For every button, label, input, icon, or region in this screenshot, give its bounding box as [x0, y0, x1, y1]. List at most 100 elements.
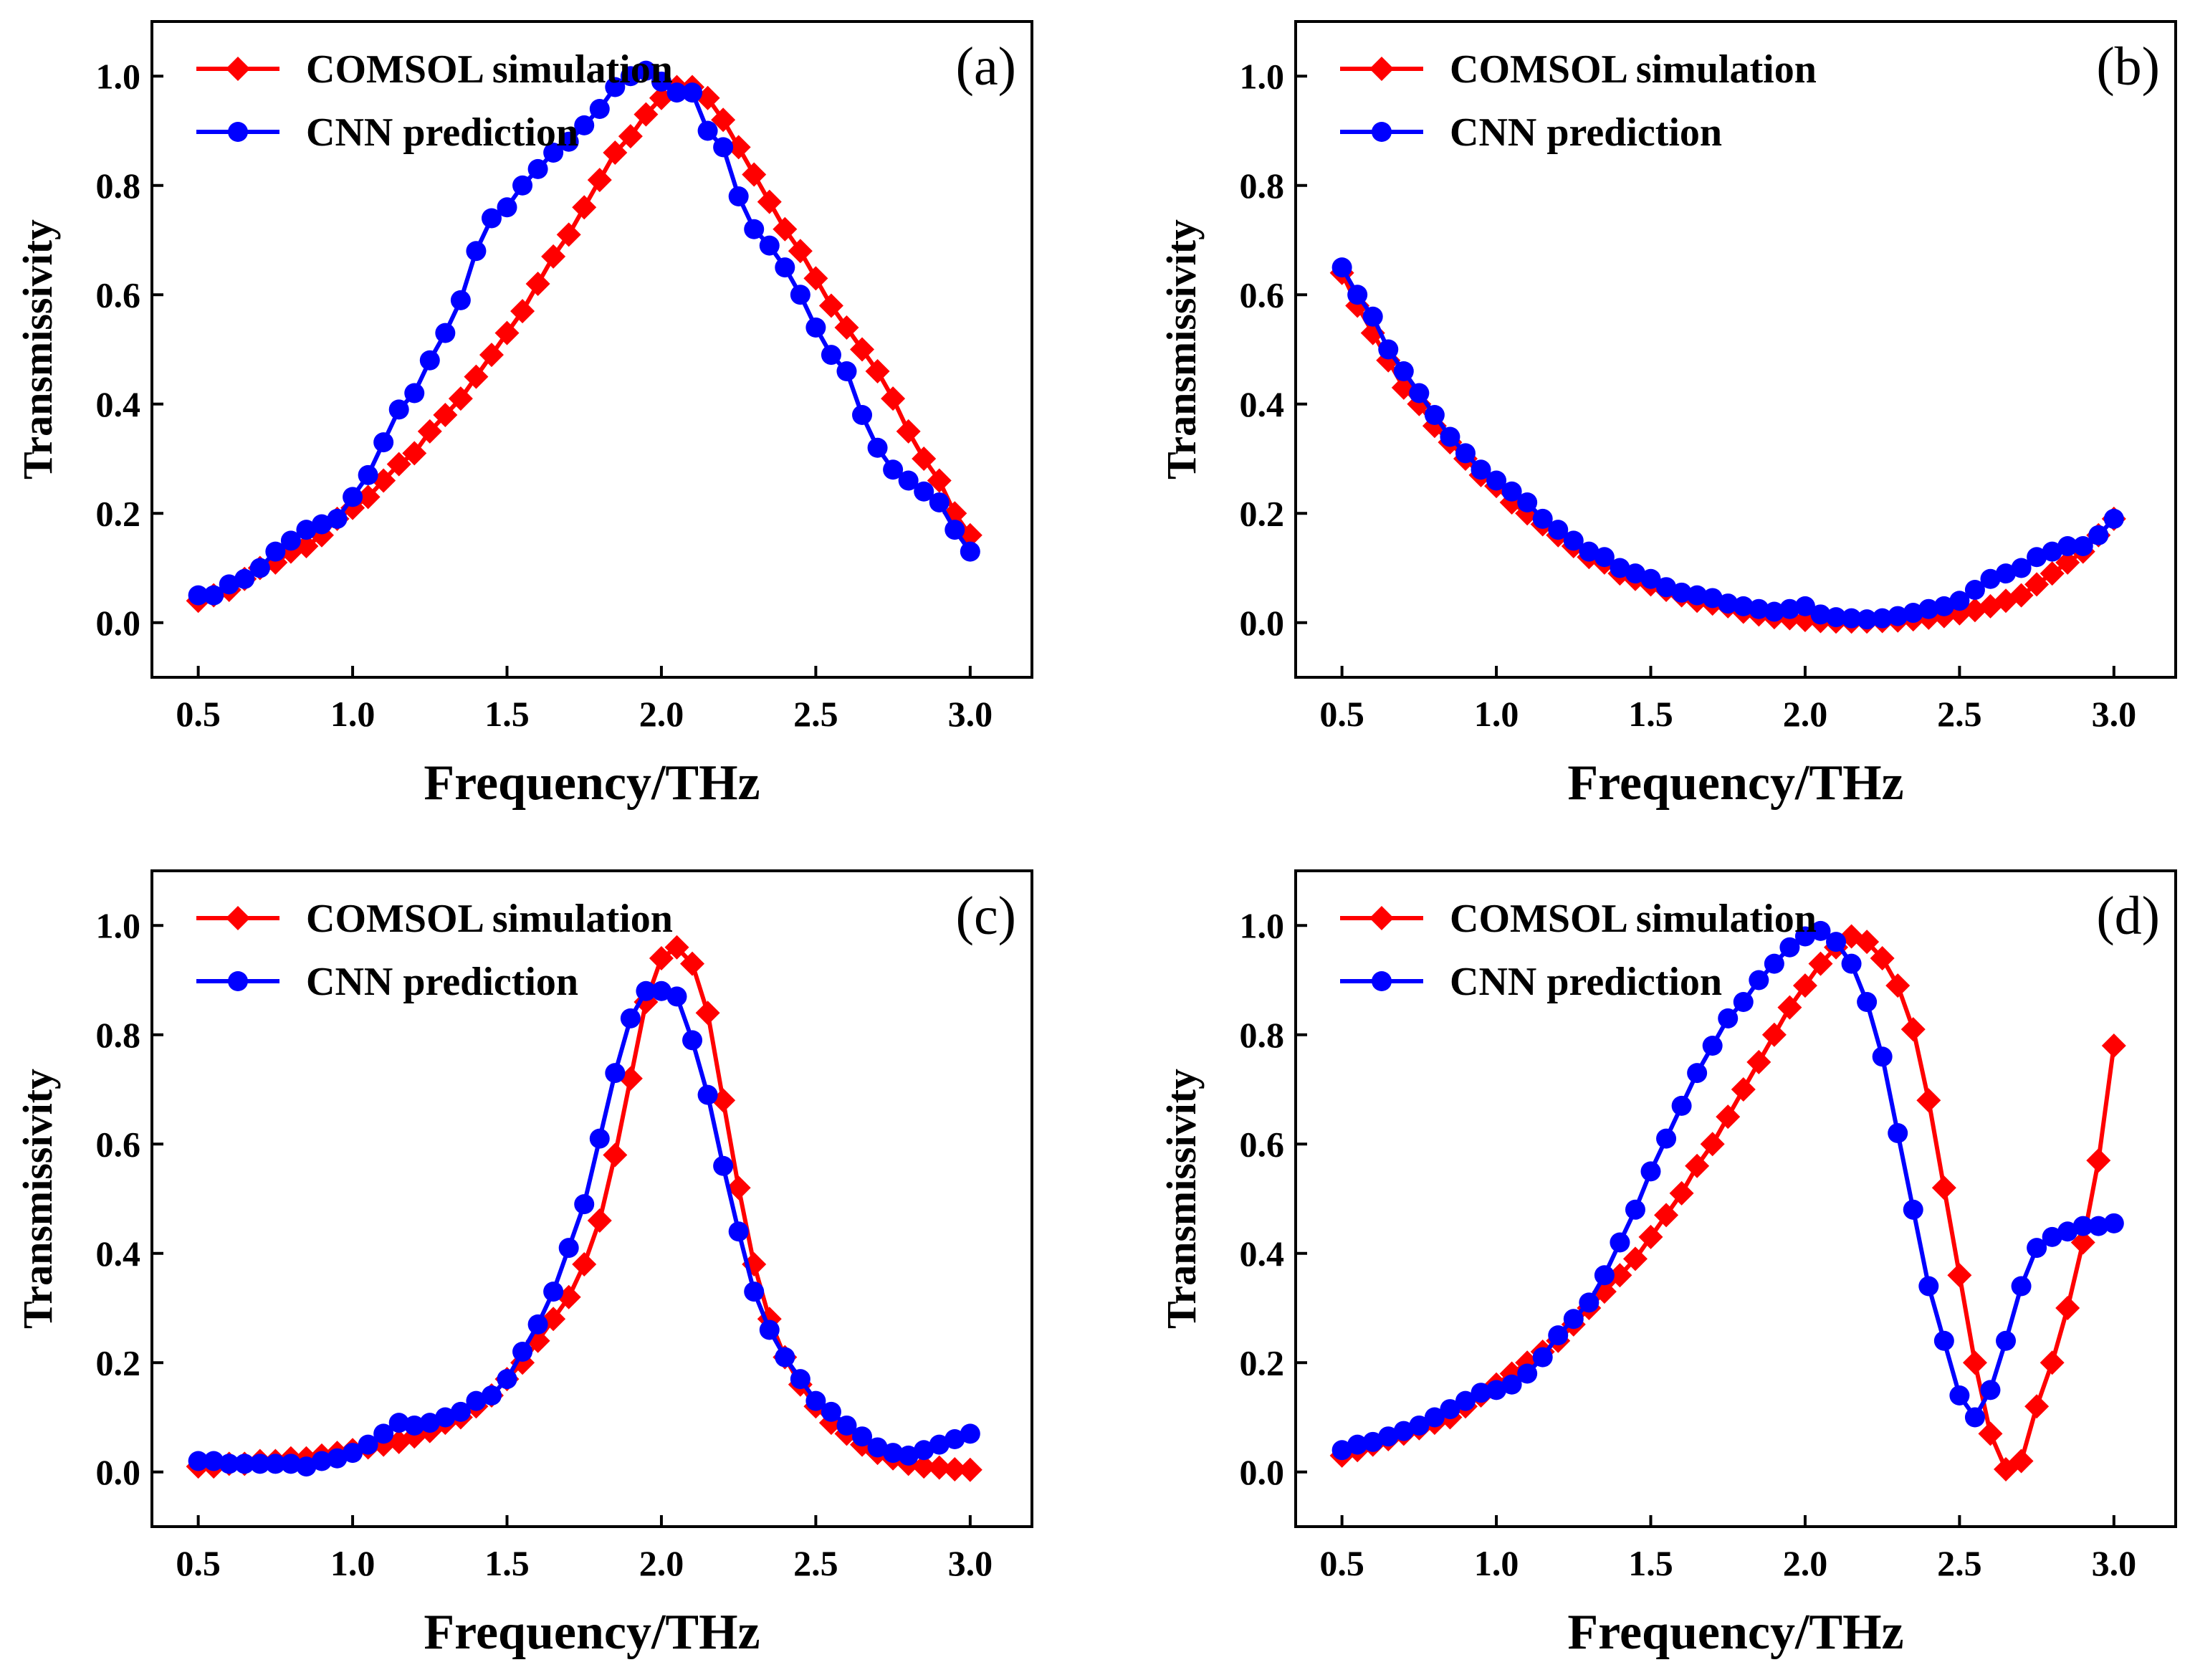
x-tick-label: 2.5 [793, 1543, 838, 1583]
data-point [945, 1429, 965, 1449]
x-axis-label: Frequency/THz [1567, 1605, 1903, 1660]
data-point [773, 216, 798, 242]
data-point [867, 437, 888, 458]
x-tick-label: 3.0 [948, 694, 993, 734]
data-point [388, 399, 409, 420]
legend-label: CNN prediction [1450, 960, 1722, 1004]
data-point [358, 1434, 378, 1455]
data-point [2027, 547, 2047, 568]
data-point [589, 1128, 610, 1149]
data-point [651, 71, 671, 92]
data-point [1486, 1380, 1507, 1400]
data-point [1933, 1330, 1954, 1351]
data-point [1903, 603, 1923, 624]
data-point [188, 585, 209, 606]
x-tick-label: 1.5 [484, 694, 530, 734]
x-tick-label: 2.5 [1937, 1543, 1982, 1583]
series-cnn [188, 60, 980, 606]
data-point [1888, 1123, 1908, 1143]
data-point [1471, 459, 1491, 480]
data-point [1792, 973, 1817, 998]
data-point [1378, 339, 1399, 360]
y-tick-label: 0.4 [1240, 1233, 1285, 1274]
legend-marker [1372, 971, 1392, 991]
data-point [450, 1401, 471, 1422]
y-tick-label: 0.0 [96, 1452, 141, 1492]
x-tick-label: 2.5 [793, 694, 838, 734]
legend-label: COMSOL simulation [1450, 897, 1817, 941]
data-point [957, 1457, 982, 1482]
data-point [343, 1443, 363, 1464]
data-point [1702, 1036, 1723, 1056]
data-point [836, 361, 857, 381]
data-point [512, 1342, 533, 1362]
data-point [2040, 561, 2065, 586]
data-point [649, 946, 674, 970]
data-point [510, 299, 535, 324]
x-tick-label: 0.5 [176, 1543, 221, 1583]
y-tick-label: 0.4 [1240, 384, 1285, 424]
data-point [744, 1282, 765, 1302]
data-point [1455, 1390, 1476, 1411]
data-point [435, 1407, 456, 1428]
data-point [1548, 1325, 1569, 1346]
data-point [960, 1423, 980, 1444]
data-point [620, 1008, 641, 1028]
legend-entry: CNN prediction [196, 110, 578, 155]
data-point [1501, 1374, 1522, 1395]
data-point [1579, 1292, 1600, 1313]
data-point [1764, 601, 1784, 622]
data-point [790, 1369, 811, 1390]
data-point [1671, 1095, 1692, 1116]
y-tick-label: 1.0 [1240, 905, 1285, 945]
data-point [1471, 1383, 1491, 1403]
data-point [1622, 1246, 1648, 1271]
data-point [603, 1142, 628, 1168]
data-point [605, 77, 626, 97]
data-point [898, 470, 919, 491]
data-point [852, 405, 873, 425]
chart-panel-4: 0.5 1.0 1.5 2.0 2.5 3.0 0.0 0.2 0.4 0.6 0.8 1.0 Freq… [1158, 869, 2177, 1660]
data-point [1594, 1265, 1615, 1286]
x-tick-label: 2.0 [639, 1543, 684, 1583]
legend-entry: CNN prediction [1340, 960, 1722, 1004]
data-point [1733, 992, 1754, 1012]
data-point [311, 1451, 332, 1471]
legend-entry: CNN prediction [1340, 110, 1722, 155]
data-point [1731, 1077, 1756, 1102]
data-point [1548, 520, 1569, 540]
data-point [927, 1455, 952, 1480]
x-tick-label: 0.5 [1319, 694, 1364, 734]
y-tick-label: 0.8 [96, 166, 141, 206]
y-tick-label: 1.0 [96, 56, 141, 96]
chart-panel-3: 0.5 1.0 1.5 2.0 2.5 3.0 0.0 0.2 0.4 0.6 0.8 1.0 Freq… [14, 869, 1033, 1660]
data-point [265, 1454, 286, 1474]
data-point [587, 1208, 612, 1233]
data-point [1424, 405, 1445, 425]
data-point [2042, 541, 2062, 562]
series-line [198, 988, 971, 1469]
data-point [775, 1347, 795, 1368]
y-axis-label: Transmissivity [1158, 1069, 1205, 1329]
data-point [898, 1445, 919, 1466]
data-point [280, 530, 301, 551]
data-point [1594, 547, 1615, 568]
data-point [1996, 563, 2017, 584]
data-point [775, 257, 795, 278]
x-tick-label: 1.5 [1628, 1543, 1673, 1583]
data-point [620, 66, 641, 87]
legend-marker [228, 971, 248, 991]
data-point [1870, 946, 1895, 970]
data-point [2024, 1394, 2050, 1419]
legend-marker [1372, 122, 1392, 142]
data-point [1455, 443, 1476, 464]
legend-marker [1369, 57, 1394, 81]
data-point [433, 403, 458, 427]
data-point [355, 485, 381, 510]
data-point [1654, 1203, 1679, 1228]
data-point [587, 168, 612, 193]
data-point [296, 520, 317, 540]
series-cnn [1331, 257, 2124, 630]
data-point [402, 441, 427, 466]
data-point [803, 266, 828, 291]
